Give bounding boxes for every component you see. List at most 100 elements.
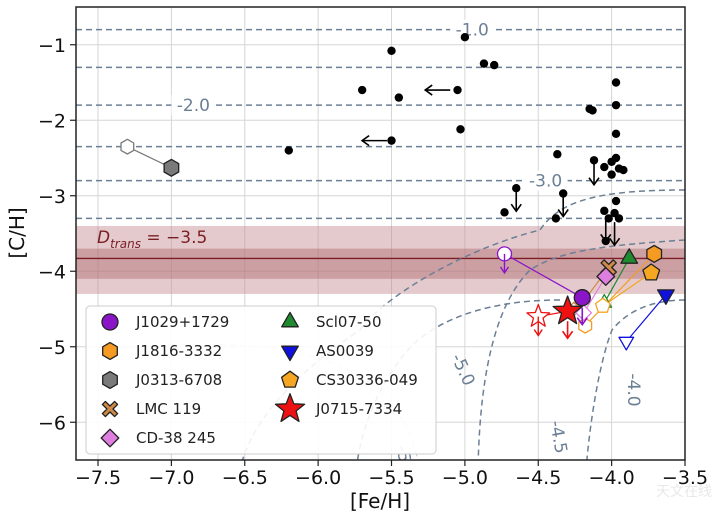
x-tick-label: −6.5 <box>222 467 268 489</box>
contour-label: -3.0 <box>529 172 562 192</box>
field-star-point <box>614 214 624 223</box>
legend-marker <box>281 311 299 328</box>
filled-marker <box>642 263 661 281</box>
x-tick-label: −4.0 <box>589 467 635 489</box>
field-star-point <box>394 93 404 102</box>
y-tick-label: −6 <box>38 412 66 434</box>
field-star-point <box>607 170 616 179</box>
legend-label: CD-38 245 <box>136 429 216 447</box>
contour-label: -2.0 <box>177 96 210 116</box>
dtrans-outer-band <box>76 225 685 294</box>
legend-label: J0313-6708 <box>135 371 222 389</box>
field-star-point <box>500 208 509 217</box>
star-link <box>603 258 630 304</box>
field-star-point <box>589 156 599 165</box>
plot-frame <box>75 6 686 461</box>
contour-curve-label: -4.5 <box>545 419 570 455</box>
contour-curve-label: -5.0 <box>446 351 478 390</box>
legend-marker <box>280 370 300 388</box>
y-tick-label: −2 <box>38 110 66 132</box>
upper-limit-arrowhead <box>608 237 621 247</box>
legend-label: CS30336-049 <box>316 371 418 389</box>
upper-limit-arrowhead <box>588 177 600 187</box>
star-link <box>625 294 667 342</box>
filled-marker <box>656 289 675 305</box>
x-tick-label: −5.0 <box>442 467 488 489</box>
field-star-point <box>588 106 597 115</box>
upper-limit-arrowhead <box>510 203 522 213</box>
legend-label: LMC 119 <box>136 400 201 418</box>
y-tick-label: −4 <box>38 261 66 283</box>
x-tick-label: −6.0 <box>295 467 341 489</box>
field-star-point <box>619 165 628 175</box>
field-star-point <box>357 85 367 95</box>
field-star-point <box>611 196 621 206</box>
legend-box <box>85 305 437 455</box>
legend-label: J0715-7334 <box>315 400 402 418</box>
contour-curve <box>241 189 685 460</box>
dtrans-label: Dtrans = −3.5 <box>97 228 207 251</box>
legend-label: AS0039 <box>316 342 374 360</box>
field-star-point <box>490 60 499 70</box>
contour-curve-label: -4.0 <box>623 373 643 406</box>
star-links <box>127 146 667 342</box>
filled-upper-limit-head <box>561 330 574 340</box>
y-tick-label: −5 <box>38 337 66 359</box>
filled-upper-limit-head <box>576 317 588 327</box>
limit-arrowhead-left <box>360 134 370 147</box>
filled-marker <box>573 289 591 307</box>
legend-label: Scl07-50 <box>316 313 382 331</box>
filled-marker <box>596 267 616 286</box>
dtrans-band <box>76 225 685 294</box>
field-star-point <box>611 129 621 139</box>
legend-marker <box>281 345 299 362</box>
field-star-point <box>600 206 609 216</box>
y-tick-label: −3 <box>38 186 66 208</box>
field-star-point <box>453 85 462 95</box>
contour-label-bg <box>450 19 495 40</box>
field-star-point <box>284 146 293 155</box>
legend-marker <box>100 428 120 448</box>
x-tick-label: −7.0 <box>148 467 194 489</box>
legend-marker <box>274 393 306 423</box>
y-axis-label: [C/H] <box>5 207 29 258</box>
field-star-point <box>611 78 621 87</box>
y-axis: −1 −2 −3 −4 −5 −6 <box>38 35 76 434</box>
contour-curve <box>586 299 685 460</box>
field-stars <box>284 33 628 247</box>
star-link <box>602 272 652 307</box>
open-marker <box>594 297 611 313</box>
field-star-point <box>456 125 465 134</box>
star-link <box>583 276 607 314</box>
x-axis-label: [Fe/H] <box>350 489 410 513</box>
filled-marker <box>620 248 639 264</box>
contour-label: -1.0 <box>456 21 489 41</box>
star-link <box>504 253 583 299</box>
field-star-point <box>611 100 621 110</box>
star-markers <box>120 138 675 351</box>
legend-marker <box>101 313 119 331</box>
field-star-point <box>604 214 613 223</box>
field-star-point <box>387 46 396 55</box>
contour-label-bg <box>523 170 568 191</box>
filled-marker <box>646 244 663 263</box>
filled-marker <box>552 295 583 325</box>
open-marker <box>120 138 135 155</box>
open-marker <box>618 336 635 351</box>
legend-marker <box>102 341 118 361</box>
x-tick-label: −5.5 <box>368 467 414 489</box>
legend-label: J1029+1729 <box>135 313 229 331</box>
field-star-point <box>551 214 561 223</box>
limit-arrowhead-left <box>423 84 433 96</box>
y-tick-label: −1 <box>38 35 66 57</box>
x-tick-label: −7.5 <box>75 467 121 489</box>
x-tick-label: −3.5 <box>662 467 708 489</box>
upper-limit-arrowhead <box>557 209 569 218</box>
legend-label: J1816-3332 <box>135 342 222 360</box>
field-star-point <box>479 59 489 68</box>
field-star-point <box>600 162 609 172</box>
watermark: 天文在线 <box>656 484 712 500</box>
x-tick-label: −4.5 <box>515 467 561 489</box>
field-star-point <box>387 136 396 145</box>
